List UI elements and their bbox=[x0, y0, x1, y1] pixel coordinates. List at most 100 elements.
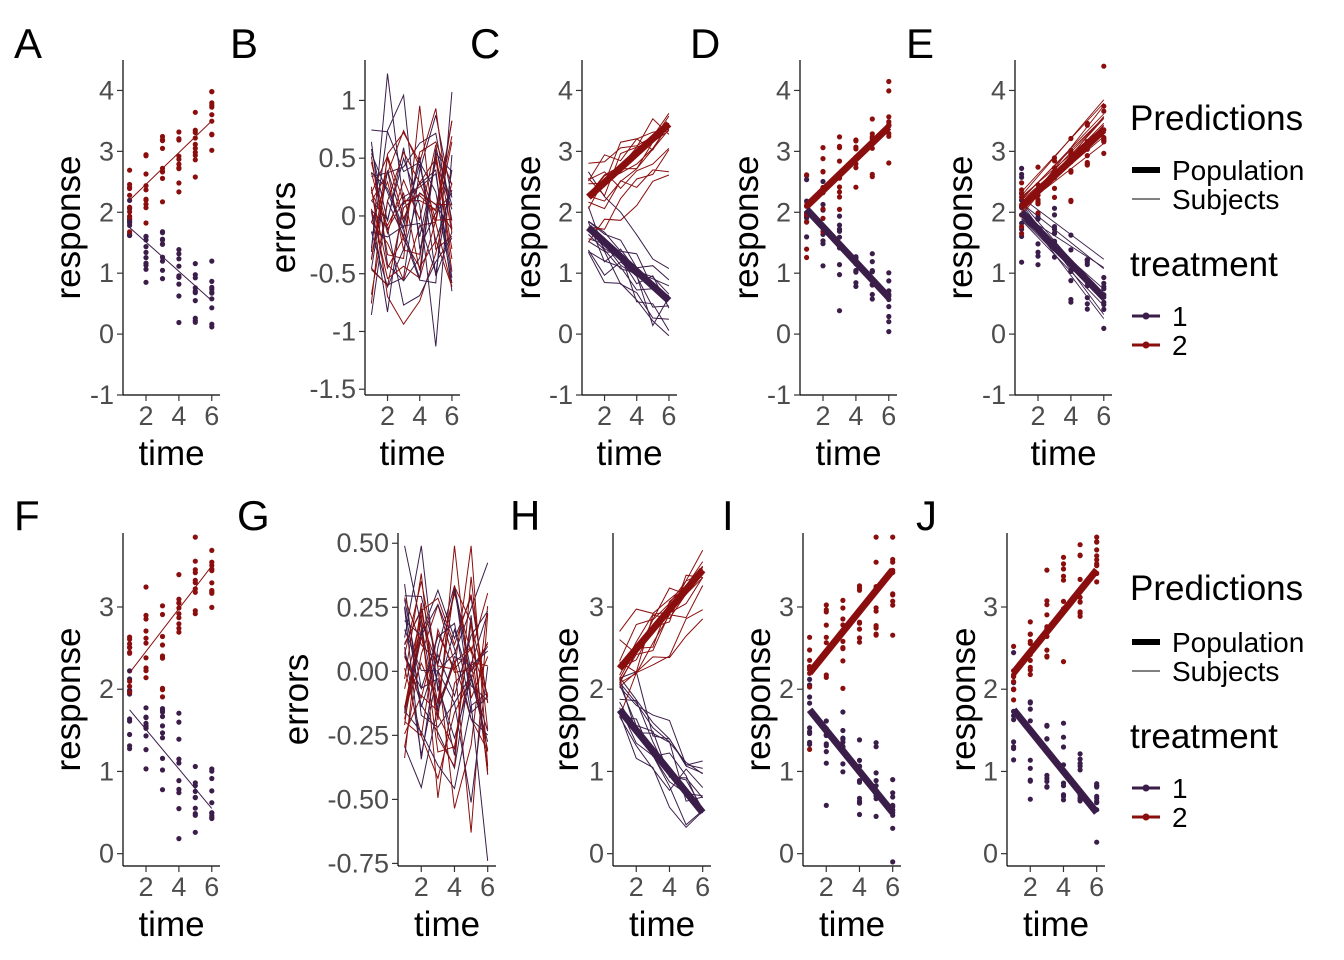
data-point bbox=[807, 657, 813, 663]
data-point bbox=[159, 199, 166, 205]
data-point bbox=[836, 272, 843, 278]
y-tick-label: 0.25 bbox=[336, 592, 389, 622]
data-point bbox=[159, 642, 166, 648]
data-point bbox=[804, 234, 810, 240]
error-line bbox=[371, 129, 453, 284]
data-point bbox=[890, 859, 896, 865]
x-tick-label: 4 bbox=[171, 872, 186, 902]
data-point bbox=[1027, 700, 1033, 706]
data-point bbox=[1068, 296, 1074, 303]
data-point bbox=[823, 622, 829, 628]
error-line bbox=[370, 108, 453, 304]
panel-letter: C bbox=[470, 20, 500, 67]
y-tick-label: 2 bbox=[99, 197, 114, 227]
legend-treatment-1-label: 1 bbox=[1172, 773, 1188, 804]
data-point bbox=[176, 180, 182, 186]
x-tick-label: 2 bbox=[139, 872, 154, 902]
subject-trajectory bbox=[619, 677, 703, 769]
y-axis-title: errors bbox=[264, 182, 303, 273]
data-point bbox=[1101, 306, 1107, 312]
data-point bbox=[176, 136, 182, 142]
data-point bbox=[143, 635, 149, 641]
error-line bbox=[370, 154, 453, 271]
data-point bbox=[873, 623, 879, 629]
data-point bbox=[804, 246, 810, 252]
y-tick-label: 3 bbox=[991, 136, 1006, 166]
x-tick-label: 6 bbox=[204, 872, 219, 902]
subject-trajectory bbox=[619, 715, 704, 814]
data-point bbox=[176, 756, 182, 762]
legend-subjects-label: Subjects bbox=[1172, 656, 1279, 687]
data-point bbox=[143, 628, 149, 634]
data-point bbox=[176, 611, 182, 617]
legend-treatment-2-label: 2 bbox=[1172, 802, 1188, 833]
data-point bbox=[836, 134, 843, 140]
data-point bbox=[209, 284, 215, 290]
data-point bbox=[820, 206, 826, 212]
data-point bbox=[1011, 744, 1017, 750]
data-point bbox=[1094, 539, 1100, 545]
data-point bbox=[1077, 576, 1083, 583]
data-point bbox=[807, 746, 813, 753]
data-point bbox=[820, 263, 826, 269]
y-tick-label: 0 bbox=[589, 839, 604, 869]
data-point bbox=[869, 291, 875, 298]
x-tick-label: 2 bbox=[1031, 401, 1046, 431]
data-point bbox=[1094, 798, 1100, 804]
subject-line bbox=[1021, 197, 1105, 260]
data-point bbox=[1060, 783, 1067, 789]
x-axis-title: time bbox=[379, 434, 445, 473]
data-point bbox=[807, 741, 813, 748]
subject-line bbox=[1021, 113, 1105, 200]
data-point bbox=[1101, 302, 1107, 308]
legend-predictions-title: Predictions bbox=[1130, 99, 1303, 138]
data-point bbox=[807, 676, 813, 683]
data-point bbox=[1044, 653, 1050, 659]
x-axis-title: time bbox=[596, 434, 662, 473]
data-point bbox=[192, 109, 198, 115]
data-point bbox=[209, 89, 215, 95]
data-point bbox=[886, 329, 892, 335]
data-point bbox=[1051, 194, 1058, 200]
data-point bbox=[1011, 643, 1017, 650]
population-line bbox=[1010, 567, 1100, 675]
data-point bbox=[143, 766, 149, 772]
data-point bbox=[176, 790, 182, 796]
data-point bbox=[1027, 796, 1033, 802]
y-tick-label: 0.50 bbox=[336, 528, 389, 558]
data-point bbox=[856, 587, 863, 593]
data-point bbox=[192, 608, 198, 614]
x-tick-label: 4 bbox=[852, 872, 867, 902]
data-point bbox=[127, 213, 133, 219]
data-point bbox=[143, 675, 149, 681]
data-point bbox=[869, 174, 875, 180]
data-point bbox=[1051, 212, 1058, 218]
y-tick-label: -1 bbox=[549, 380, 573, 410]
population-line bbox=[1019, 209, 1107, 300]
data-point bbox=[143, 266, 149, 272]
x-axis-title: time bbox=[138, 434, 204, 473]
y-tick-label: 2 bbox=[589, 674, 604, 704]
data-point bbox=[176, 625, 182, 631]
data-point bbox=[840, 709, 846, 715]
data-point bbox=[176, 256, 182, 262]
data-point bbox=[176, 600, 182, 606]
data-point bbox=[209, 324, 215, 330]
data-point bbox=[1027, 706, 1033, 712]
data-point bbox=[1084, 159, 1090, 166]
x-tick-label: 4 bbox=[662, 872, 677, 902]
data-point bbox=[856, 626, 863, 632]
panel-letter: F bbox=[14, 492, 40, 539]
data-point bbox=[853, 268, 859, 274]
data-point bbox=[840, 605, 846, 611]
population-line bbox=[804, 124, 892, 209]
data-point bbox=[209, 814, 215, 821]
data-point bbox=[192, 145, 198, 151]
data-point bbox=[873, 559, 879, 565]
y-tick-label: 3 bbox=[589, 592, 604, 622]
data-point bbox=[1077, 599, 1083, 605]
data-point bbox=[209, 147, 215, 153]
x-tick-label: 4 bbox=[447, 872, 462, 902]
